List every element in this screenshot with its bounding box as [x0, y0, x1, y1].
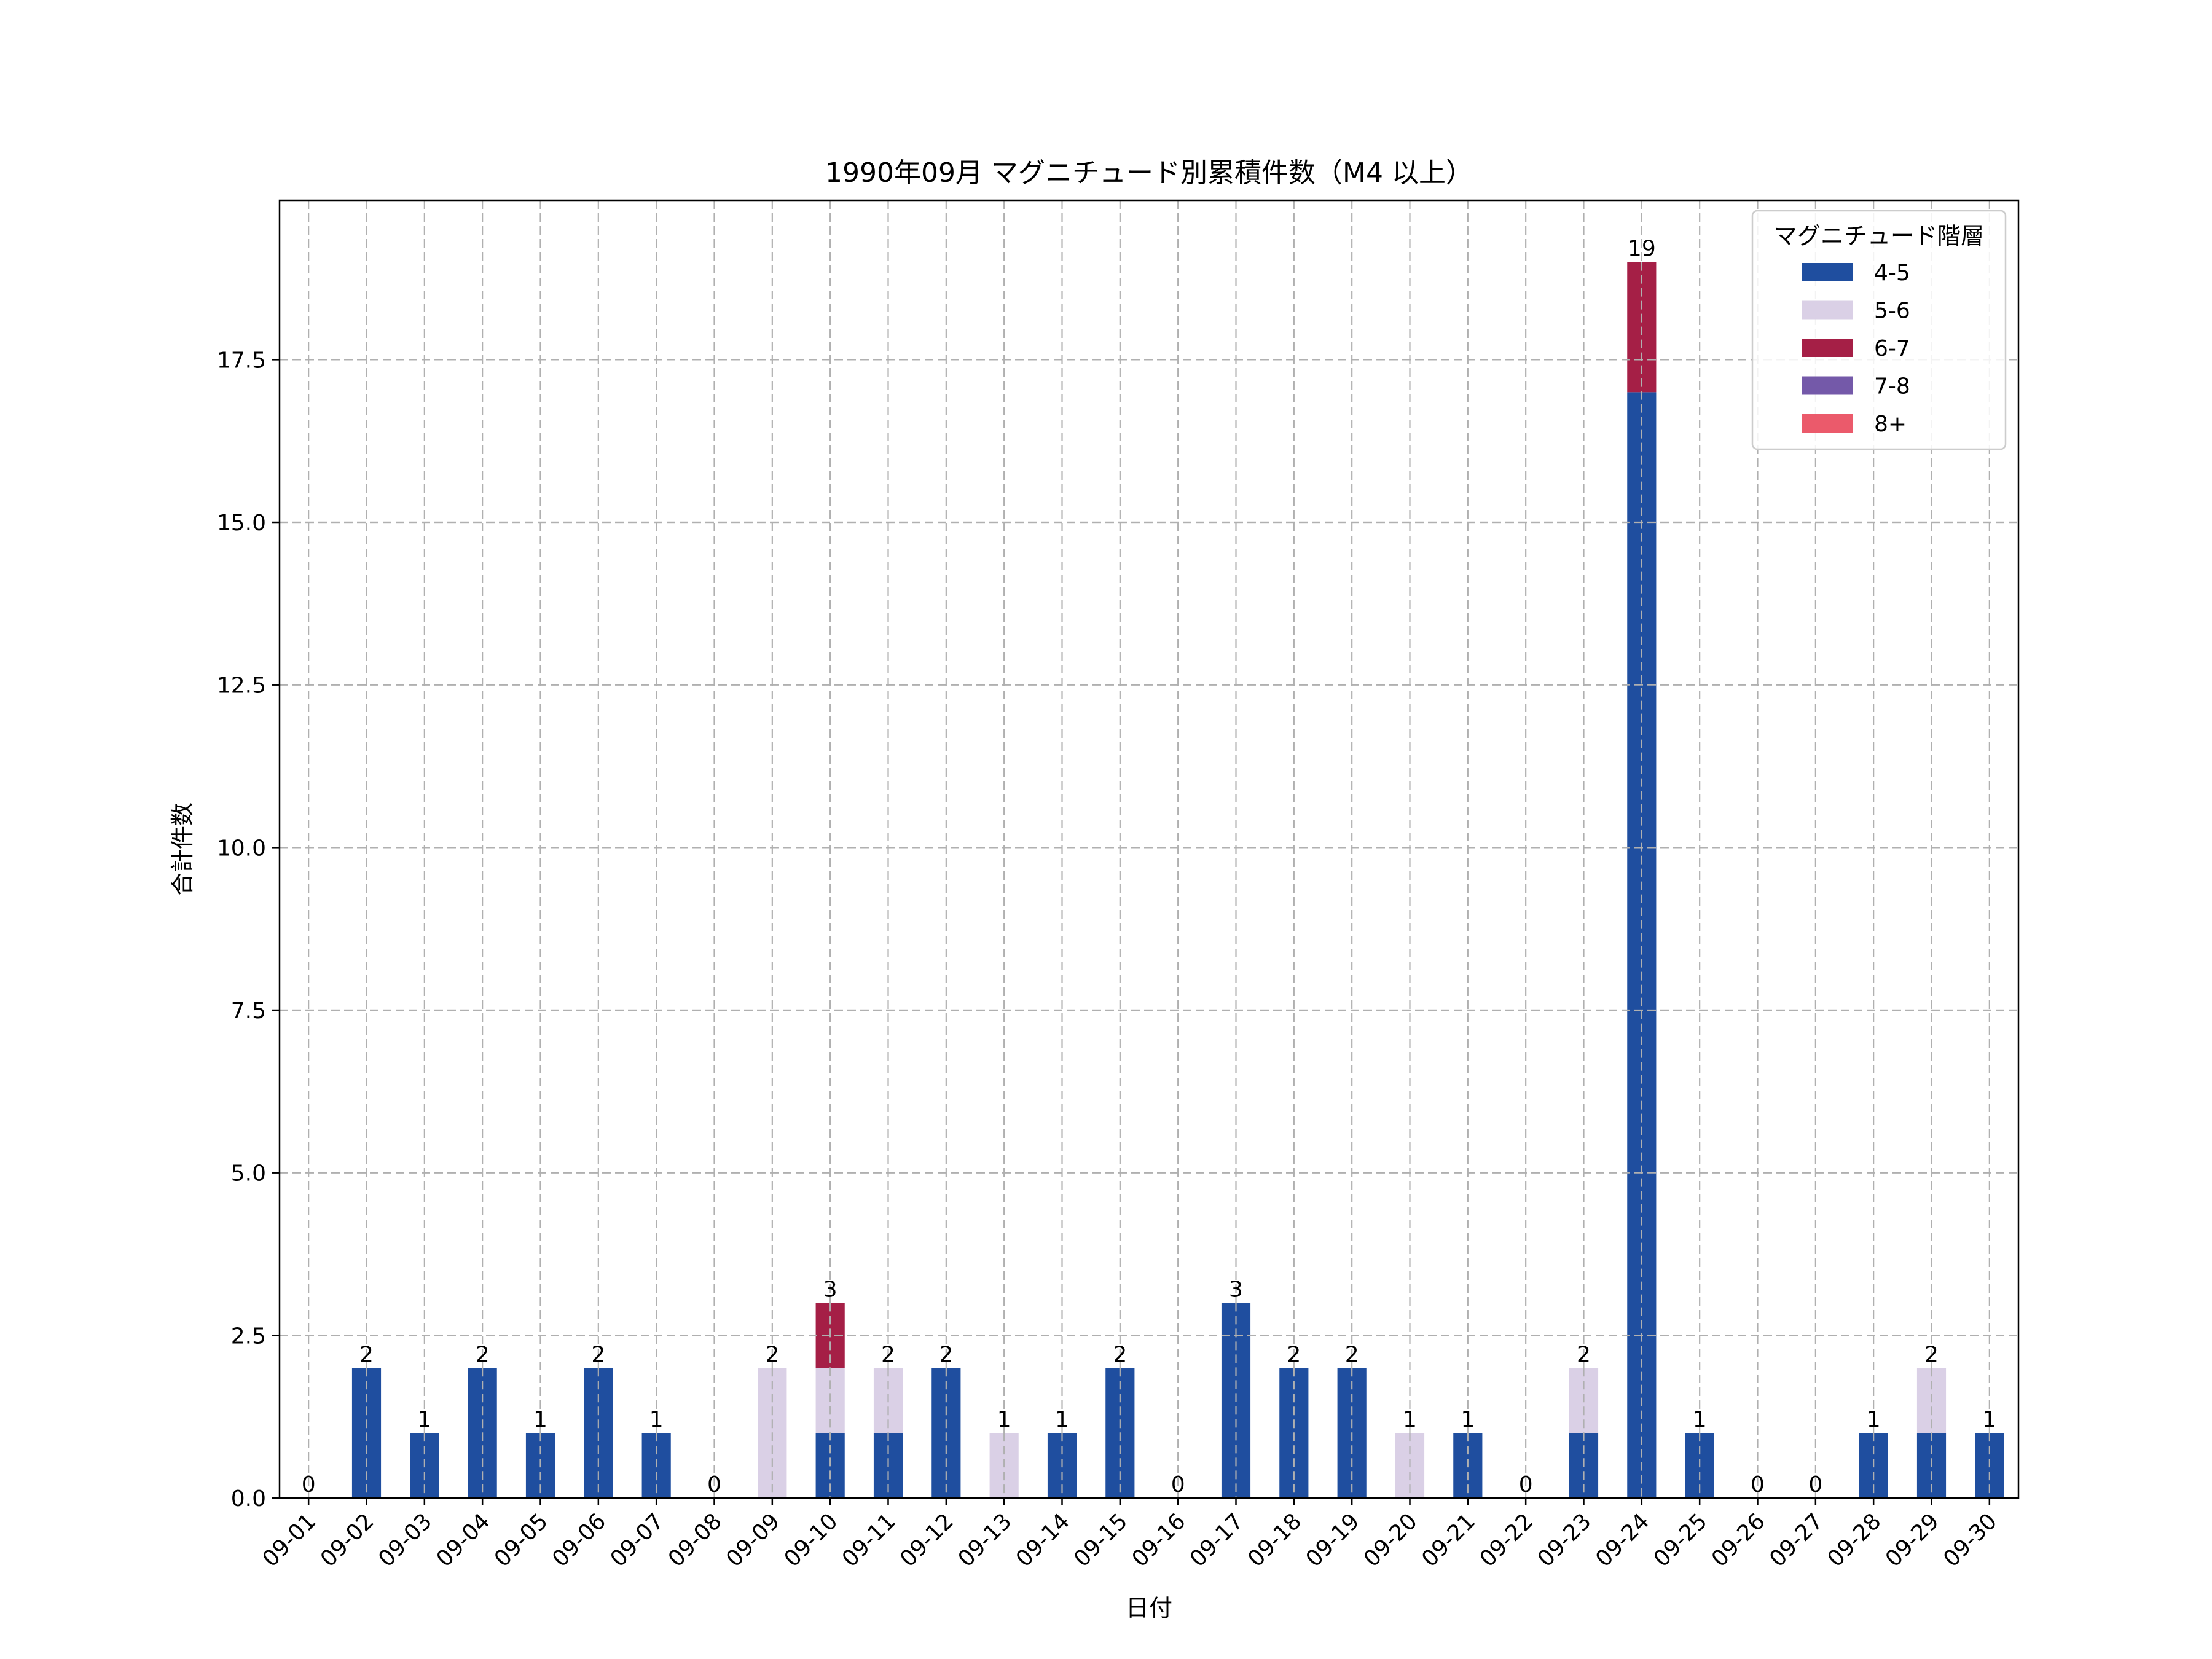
bar-total-label: 2 [591, 1342, 605, 1367]
legend-label-5-6: 5-6 [1874, 299, 1910, 324]
x-axis-label: 日付 [1126, 1594, 1172, 1622]
bar-total-label: 1 [1055, 1407, 1069, 1432]
bar-total-label: 0 [1171, 1472, 1185, 1497]
bar-total-label: 0 [707, 1472, 721, 1497]
y-tick-label: 12.5 [217, 673, 266, 699]
bar-total-label: 3 [1229, 1277, 1243, 1302]
bar-total-label: 0 [1519, 1472, 1533, 1497]
bar-total-label: 2 [1924, 1342, 1939, 1367]
legend-title: マグニチュード階層 [1774, 222, 1984, 249]
bar-total-label: 1 [649, 1407, 664, 1432]
bar-total-label: 1 [1693, 1407, 1707, 1432]
bar-labels-layer: 0 2 1 2 1 2 1 0 2 3 2 2 1 1 2 0 3 2 2 1 1 0 2 19 1 0 0 1 2 1 [302, 237, 1997, 1497]
bar-total-label: 19 [1628, 237, 1656, 262]
y-tick-label: 0.0 [231, 1486, 266, 1512]
y-tick-label: 10.0 [217, 836, 266, 861]
legend-swatch-4-5 [1802, 263, 1853, 281]
bar-total-label: 1 [1403, 1407, 1417, 1432]
bar-segment-4-5 [1627, 392, 1657, 1498]
bar-total-label: 0 [302, 1472, 316, 1497]
legend-label-4-5: 4-5 [1874, 261, 1910, 286]
y-tick-label: 5.0 [231, 1161, 266, 1186]
bar-total-label: 2 [1287, 1342, 1301, 1367]
legend-swatch-6-7 [1802, 339, 1853, 357]
bar-total-label: 1 [997, 1407, 1011, 1432]
bar-total-label: 1 [1461, 1407, 1475, 1432]
bar-total-label: 2 [1577, 1342, 1591, 1367]
bars-layer [280, 262, 2018, 1498]
plot-frame [278, 199, 2020, 1499]
bar-total-label: 1 [1867, 1407, 1881, 1432]
y-axis-label: 合計件数 [169, 802, 196, 896]
bar-total-label: 2 [939, 1342, 953, 1367]
bar-total-label: 1 [533, 1407, 547, 1432]
bar-total-label: 2 [476, 1342, 490, 1367]
legend-swatch-5-6 [1802, 300, 1853, 320]
bar-total-label: 3 [823, 1277, 837, 1302]
y-tick-label: 2.5 [231, 1324, 266, 1349]
legend-entries: 4-5 5-6 6-7 7-8 8+ [1802, 261, 1910, 437]
bar-total-label: 0 [1751, 1472, 1765, 1497]
legend-swatch-7-8 [1802, 376, 1853, 395]
chart-title: 1990年09月 マグニチュード別累積件数（M4 以上） [825, 157, 1473, 189]
legend-label-7-8: 7-8 [1874, 374, 1910, 399]
bar-total-label: 1 [417, 1407, 431, 1432]
legend-swatch-8+ [1802, 414, 1853, 433]
bar-total-label: 1 [1982, 1407, 1996, 1432]
y-tick-label: 17.5 [217, 348, 266, 373]
y-tick-label: 15.0 [217, 511, 266, 536]
legend-label-8+: 8+ [1874, 412, 1907, 437]
bar-total-label: 2 [1113, 1342, 1127, 1367]
bar-total-label: 2 [1345, 1342, 1359, 1367]
legend-label-6-7: 6-7 [1874, 336, 1910, 361]
bar-total-label: 2 [765, 1342, 779, 1367]
y-tick-label: 7.5 [231, 998, 266, 1024]
bar-total-label: 0 [1808, 1472, 1822, 1497]
bar-total-label: 2 [881, 1342, 895, 1367]
legend: マグニチュード階層 4-5 5-6 6-7 7-8 8+ [1751, 210, 2007, 450]
bar-total-label: 2 [359, 1342, 374, 1367]
y-axis: 0.0 2.5 5.0 7.5 10.0 12.5 15.0 17.5 [217, 348, 280, 1512]
